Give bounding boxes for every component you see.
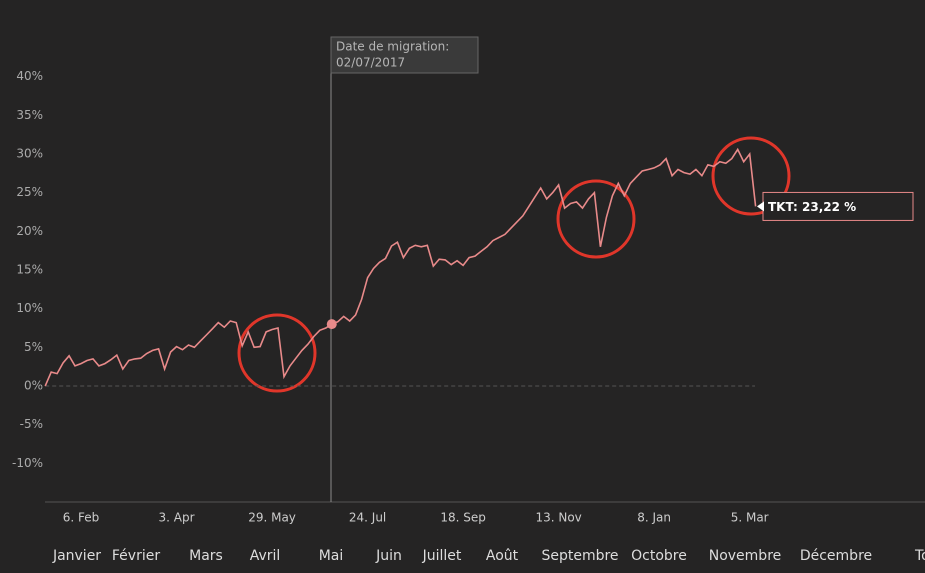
highlight-circle (711, 136, 791, 216)
month-label: Mai (319, 548, 344, 564)
month-label: Avril (250, 548, 281, 564)
highlight-circle (556, 179, 636, 259)
x-tick-label: 5. Mar (731, 511, 769, 525)
month-label: Février (112, 548, 160, 564)
y-tick-label: 25% (16, 185, 43, 199)
series-line (44, 147, 757, 387)
x-tick-label: 18. Sep (440, 511, 486, 525)
tooltip-text: TKT: 23,22 % (768, 200, 856, 214)
migration-point (326, 319, 337, 330)
month-label: Tot (914, 548, 925, 564)
migration-title: Date de migration: (336, 40, 449, 54)
y-tick-label: -10% (12, 456, 43, 470)
y-tick-label: 20% (16, 224, 43, 238)
y-tick-label: -5% (20, 417, 43, 431)
migration-box (330, 36, 479, 74)
month-label: Janvier (52, 548, 101, 564)
month-label: Octobre (631, 548, 687, 564)
highlight-circle (237, 313, 317, 393)
y-tick-label: 10% (16, 301, 43, 315)
month-label: Juillet (422, 548, 462, 564)
y-tick-label: 15% (16, 263, 43, 277)
x-tick-label: 6. Feb (63, 511, 100, 525)
y-tick-label: 5% (24, 340, 43, 354)
y-tick-label: 0% (24, 379, 43, 393)
y-tick-label: 35% (16, 108, 43, 122)
x-tick-label: 24. Jul (349, 511, 386, 525)
month-label: Décembre (800, 548, 872, 564)
month-label: Septembre (541, 548, 618, 564)
y-tick-label: 40% (16, 69, 43, 83)
x-tick-label: 3. Apr (159, 511, 195, 525)
month-label: Août (486, 548, 519, 564)
y-tick-label: 30% (16, 147, 43, 161)
x-tick-label: 13. Nov (535, 511, 581, 525)
month-label: Novembre (709, 548, 782, 564)
migration-date: 02/07/2017 (336, 56, 405, 70)
month-label: Mars (189, 548, 223, 564)
month-label: Juin (375, 548, 402, 564)
x-tick-label: 29. May (248, 511, 296, 525)
x-tick-label: 8. Jan (637, 511, 671, 525)
tooltip-pointer (757, 201, 764, 212)
